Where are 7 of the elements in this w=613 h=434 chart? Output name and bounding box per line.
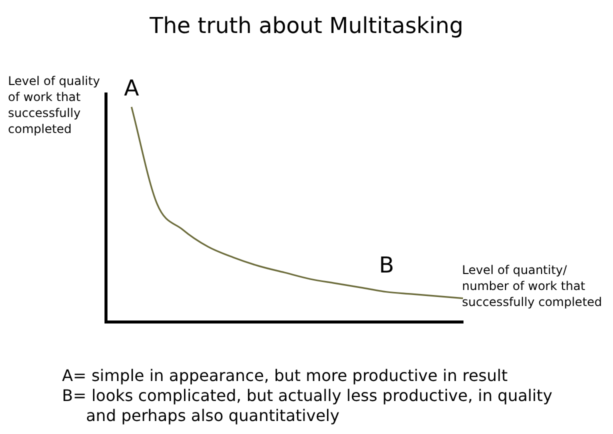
text: B= looks complicated, but actually less productive, in quality and perhaps also quantitatively xyxy=(62,386,554,426)
chart-title: The truth about Multitasking xyxy=(148,14,464,39)
text: A= simple in appearance, but more productive in result xyxy=(62,366,509,386)
x-axis-title: Level of quantity/ number of work that successfully completed xyxy=(462,262,604,310)
y-axis-title: Level of quality of work that successfully completed xyxy=(8,73,100,137)
annotation: B xyxy=(378,254,394,279)
text: A xyxy=(124,76,140,102)
